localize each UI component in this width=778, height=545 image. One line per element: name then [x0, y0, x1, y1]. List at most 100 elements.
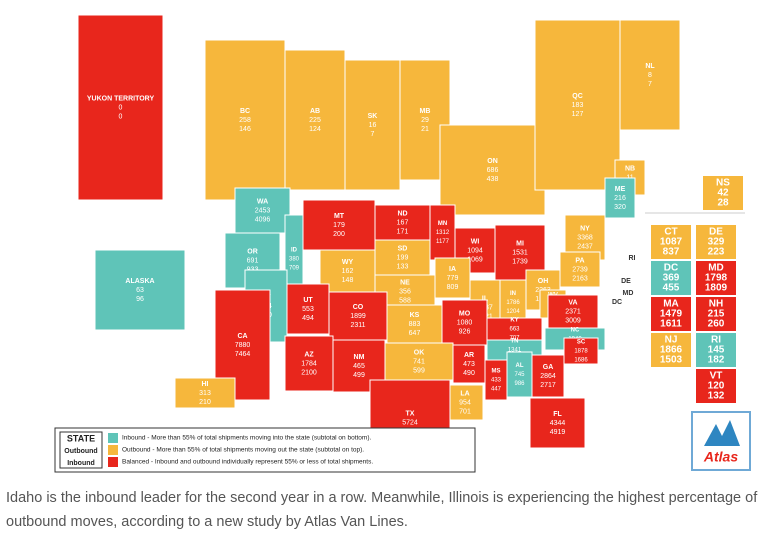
region-bottom: 0	[119, 113, 123, 120]
state-box	[696, 261, 736, 295]
region-name: UT	[303, 297, 313, 304]
region-name: SK	[368, 113, 378, 120]
box-top: 1866	[660, 345, 683, 356]
box-name: NS	[716, 178, 730, 189]
region-name: WA	[257, 198, 268, 205]
region-name: ON	[487, 158, 498, 165]
region-name: OR	[247, 248, 258, 255]
region	[531, 354, 565, 398]
region	[204, 39, 286, 201]
region-top: 225	[309, 117, 321, 124]
box-bottom: 182	[708, 355, 725, 366]
legend-frame	[54, 427, 476, 473]
region-top: 199	[397, 254, 409, 261]
region-top: 1080	[457, 319, 473, 326]
box-bottom: 1809	[705, 283, 728, 294]
region-top: 691	[247, 257, 259, 264]
region-bottom: 707	[509, 336, 520, 342]
region-name: SD	[398, 245, 408, 252]
region	[429, 204, 456, 261]
region	[547, 294, 599, 329]
region-name: NL	[645, 63, 655, 70]
region-name: MI	[516, 240, 524, 247]
caption: Idaho is the inbound leader for the seco…	[6, 490, 758, 530]
region-bottom: 4919	[550, 429, 566, 436]
region-top: 553	[302, 306, 314, 313]
logo-text: Atlas	[703, 449, 738, 465]
box-top: 1479	[660, 309, 683, 320]
small-label: MA	[609, 243, 620, 250]
region	[284, 49, 346, 191]
box-name: DE	[709, 227, 723, 238]
region	[439, 124, 546, 216]
region-bottom: 127	[572, 111, 584, 118]
region-bottom: 1739	[512, 258, 528, 265]
box-bottom: 260	[708, 319, 725, 330]
region-name: CA	[237, 333, 247, 340]
region-bottom: 438	[487, 176, 499, 183]
region-name: MT	[334, 213, 345, 220]
region-bottom: 926	[459, 328, 471, 335]
box-bottom: 455	[663, 283, 680, 294]
region-bottom: 809	[447, 284, 459, 291]
region-top: 5724	[402, 419, 418, 426]
legend-text: Inbound - More than 55% of total shipmen…	[122, 435, 372, 442]
region-top: 686	[487, 167, 499, 174]
region-name: MN	[438, 221, 447, 227]
region	[302, 199, 376, 251]
region-name: BC	[240, 108, 250, 115]
box-name: MD	[708, 263, 724, 274]
region-top: 63	[136, 287, 144, 294]
region-name: ME	[615, 186, 626, 193]
region-name: NM	[354, 354, 365, 361]
legend-swatch	[108, 457, 118, 467]
region-name: QC	[572, 93, 583, 100]
region-top: 741	[413, 358, 425, 365]
legend-key	[59, 431, 103, 469]
legend-key-text: Inbound	[67, 460, 95, 467]
region-top: 3368	[577, 234, 593, 241]
small-label: MD	[623, 290, 634, 297]
box-name: MA	[663, 299, 679, 310]
region-top: 1341	[508, 348, 522, 354]
region-top: 1784	[301, 360, 317, 367]
region-bottom: 588	[399, 297, 411, 304]
region	[286, 283, 330, 335]
region-name: KY	[510, 318, 518, 324]
region-name: TX	[406, 410, 415, 417]
box-top: 42	[717, 188, 729, 199]
region-top: 183	[572, 102, 584, 109]
legend-key-text: STATE	[67, 433, 95, 443]
legend-swatch	[108, 445, 118, 455]
region-bottom: 210	[199, 399, 211, 406]
region-bottom: 124	[309, 126, 321, 133]
region-bottom: 171	[397, 228, 409, 235]
region-top: 473	[463, 361, 475, 368]
region	[284, 335, 334, 392]
region-name: HI	[202, 381, 209, 388]
region-top: 433	[491, 378, 502, 384]
box-bottom: 1611	[660, 319, 682, 330]
region-name: WY	[342, 259, 354, 266]
region-top: 258	[239, 117, 251, 124]
legend-swatch	[108, 433, 118, 443]
region-bottom: 148	[342, 277, 354, 284]
box-bottom: 28	[717, 198, 729, 209]
region-bottom: 490	[463, 370, 475, 377]
box-name: VT	[710, 371, 723, 382]
legend-text: Outbound - More than 55% of total shipme…	[122, 447, 364, 454]
box-bottom: 1503	[660, 355, 683, 366]
region-name: ALASKA	[125, 278, 154, 285]
region	[534, 19, 621, 191]
state-box	[696, 333, 736, 367]
region-top: 883	[409, 321, 421, 328]
box-top: 145	[708, 345, 725, 356]
region-name: VA	[568, 299, 577, 306]
box-top: 120	[708, 381, 725, 392]
region-top: 1312	[436, 230, 450, 236]
region-bottom: 986	[514, 381, 525, 387]
region-top: 29	[421, 117, 429, 124]
region	[434, 257, 471, 299]
region-top: 380	[289, 257, 300, 263]
